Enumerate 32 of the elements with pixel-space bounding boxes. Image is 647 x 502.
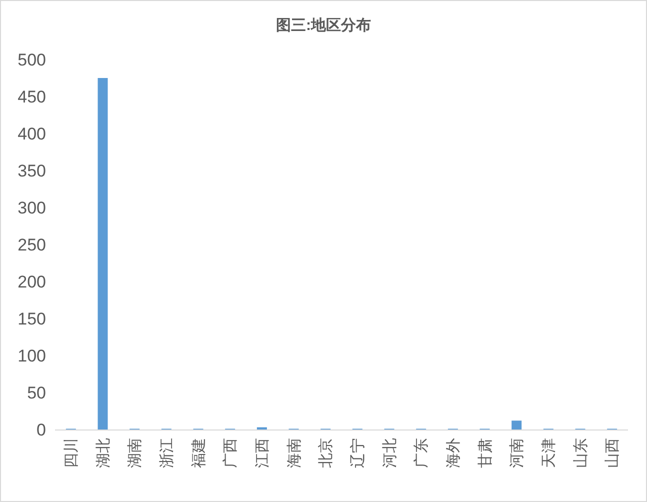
y-tick-label: 500 (18, 50, 46, 70)
x-tick-label: 海外 (444, 438, 462, 468)
y-tick-label: 0 (36, 420, 46, 440)
x-tick-label: 湖南 (126, 438, 144, 468)
x-tick-label: 天津 (540, 438, 558, 468)
x-tick-label: 广东 (413, 438, 430, 468)
y-tick-label: 200 (18, 272, 46, 292)
y-tick-label: 450 (18, 88, 46, 106)
x-tick-label: 浙江 (158, 438, 176, 468)
x-tick-label: 福建 (190, 438, 208, 468)
chart-title: 图三:地区分布 (276, 17, 371, 34)
x-tick-label: 湖北 (94, 438, 112, 468)
y-tick-label: 100 (18, 346, 46, 366)
bar (512, 420, 522, 430)
bar (98, 78, 108, 430)
x-tick-label: 山西 (604, 438, 622, 468)
x-tick-label: 海南 (286, 438, 303, 468)
y-tick-label: 350 (18, 162, 46, 180)
x-tick-label: 山东 (572, 438, 590, 468)
x-tick-label: 河北 (381, 438, 398, 468)
y-tick-label: 150 (18, 310, 46, 328)
y-tick-label: 400 (18, 124, 46, 144)
y-tick-label: 250 (18, 236, 46, 254)
x-tick-label: 江西 (254, 438, 271, 468)
x-tick-label: 河南 (508, 438, 526, 468)
x-tick-label: 广西 (222, 438, 240, 468)
x-tick-label: 四川 (62, 438, 80, 468)
x-tick-label: 辽宁 (349, 438, 366, 468)
x-tick-label: 甘肃 (476, 438, 494, 468)
x-tick-label: 北京 (318, 438, 335, 468)
y-tick-label: 300 (18, 198, 46, 218)
y-tick-label: 50 (27, 384, 46, 402)
